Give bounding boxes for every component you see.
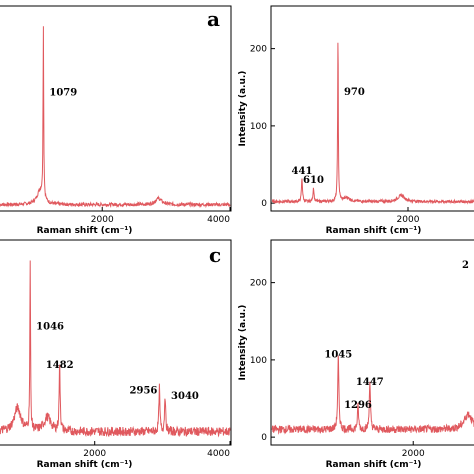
series-line xyxy=(0,260,231,438)
y-tick-label: 0 xyxy=(261,433,267,443)
x-axis-label: Raman shift (cm⁻¹) xyxy=(326,226,422,236)
plot-frame xyxy=(270,5,474,212)
x-tick-label: 4000 xyxy=(207,215,230,225)
series-line xyxy=(0,26,231,209)
cut-off-label: 2 xyxy=(462,260,469,271)
panel-c: 2000 4000 Raman shift (cm⁻¹) 1046 1482 2956 30… xyxy=(0,239,232,470)
x-tick-label: 4000 xyxy=(207,449,230,459)
peak-label: 441 xyxy=(292,166,313,177)
y-axis-label: Intensity (a.u.) xyxy=(238,305,248,381)
panel-d: 2000 0 100 200 Raman shift (cm⁻¹) Intensity (… xyxy=(238,239,474,470)
peak-label: 1482 xyxy=(46,360,74,371)
x-tick-label: 2000 xyxy=(91,215,114,225)
y-tick-label: 0 xyxy=(261,199,267,209)
y-tick-label: 200 xyxy=(250,45,267,55)
plot-frame xyxy=(0,239,232,446)
peak-label: 1447 xyxy=(356,377,384,388)
panel-letter: c xyxy=(209,243,221,267)
y-tick-label: 100 xyxy=(250,356,267,366)
x-axis-label: Raman shift (cm⁻¹) xyxy=(37,460,133,470)
peak-label: 970 xyxy=(344,87,365,98)
y-axis-label: Intensity (a.u.) xyxy=(238,71,248,147)
x-axis-label: Raman shift (cm⁻¹) xyxy=(326,460,422,470)
x-tick-label: 2000 xyxy=(83,449,106,459)
x-tick-label: 2000 xyxy=(402,449,425,459)
y-tick-label: 200 xyxy=(250,279,267,289)
peak-label: 1045 xyxy=(324,350,352,361)
series-line xyxy=(271,42,474,205)
panel-letter: a xyxy=(207,7,220,31)
plot-frame xyxy=(0,5,232,212)
panel-b: 2000 0 100 200 Raman shift (cm⁻¹) Intensity (… xyxy=(238,5,474,236)
peak-label: 1046 xyxy=(36,322,64,333)
plot-frame xyxy=(270,239,474,446)
series-line xyxy=(271,355,474,435)
panel-a: 2000 4000 Raman shift (cm⁻¹) 1079 a xyxy=(0,5,232,236)
peak-label: 3040 xyxy=(171,391,199,402)
peak-label: 610 xyxy=(303,175,324,186)
peak-label: 1296 xyxy=(344,400,372,411)
y-tick-label: 100 xyxy=(250,122,267,132)
peak-label: 2956 xyxy=(130,386,158,397)
x-tick-label: 2000 xyxy=(397,215,420,225)
peak-label: 1079 xyxy=(49,88,77,99)
x-axis-label: Raman shift (cm⁻¹) xyxy=(37,226,133,236)
